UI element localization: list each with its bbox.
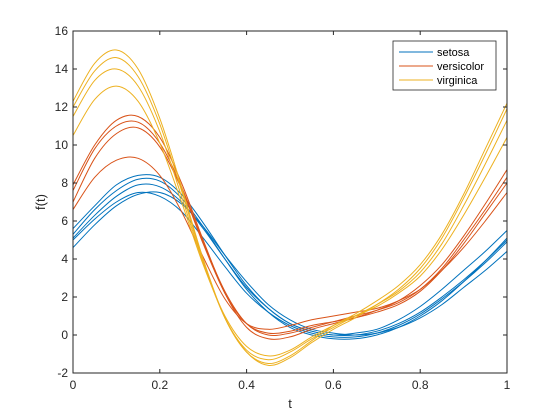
y-tick-label: 0 [61, 328, 68, 342]
x-axis-label: t [288, 396, 292, 411]
y-tick-label: 4 [61, 252, 68, 266]
y-tick-label: 8 [61, 176, 68, 190]
setosa-curve [72, 177, 508, 340]
y-axis-label: f(t) [33, 194, 48, 210]
series-versicolor [72, 114, 508, 340]
series-virginica [72, 49, 508, 367]
setosa-curve [72, 174, 508, 336]
y-tick-label: 16 [55, 24, 69, 38]
y-tick-label: 14 [55, 62, 69, 76]
versicolor-curve [72, 126, 508, 335]
y-tick-label: 6 [61, 214, 68, 228]
legend: setosa versicolor virginica [392, 40, 497, 91]
legend-label-virginica: virginica [437, 75, 478, 87]
x-tick-label: 0 [70, 378, 77, 392]
series-layer [72, 49, 508, 367]
axes-box [72, 30, 508, 374]
versicolor-curve [72, 156, 508, 330]
x-tick-label: 0.2 [151, 378, 168, 392]
x-tick-label: 0.6 [325, 378, 342, 392]
y-tick-label: -2 [57, 366, 68, 380]
x-tick-label: 1 [504, 378, 511, 392]
axes-layer [72, 30, 508, 374]
virginica-curve [72, 68, 508, 361]
y-tick-label: 12 [55, 100, 69, 114]
y-axis-ticks: -2 0 2 4 6 8 10 12 14 16 [55, 24, 507, 380]
x-axis-ticks: 0 0.2 0.4 0.6 0.8 1 [70, 31, 511, 392]
virginica-curve [72, 85, 508, 357]
versicolor-curve [72, 114, 508, 340]
y-tick-label: 2 [61, 290, 68, 304]
virginica-curve [72, 49, 508, 365]
y-tick-label: 10 [55, 138, 69, 152]
legend-label-versicolor: versicolor [437, 61, 484, 73]
series-setosa [72, 174, 508, 340]
virginica-curve [72, 57, 508, 367]
versicolor-curve [72, 120, 508, 337]
legend-label-setosa: setosa [437, 47, 470, 59]
x-tick-label: 0.8 [412, 378, 429, 392]
x-tick-label: 0.4 [238, 378, 255, 392]
